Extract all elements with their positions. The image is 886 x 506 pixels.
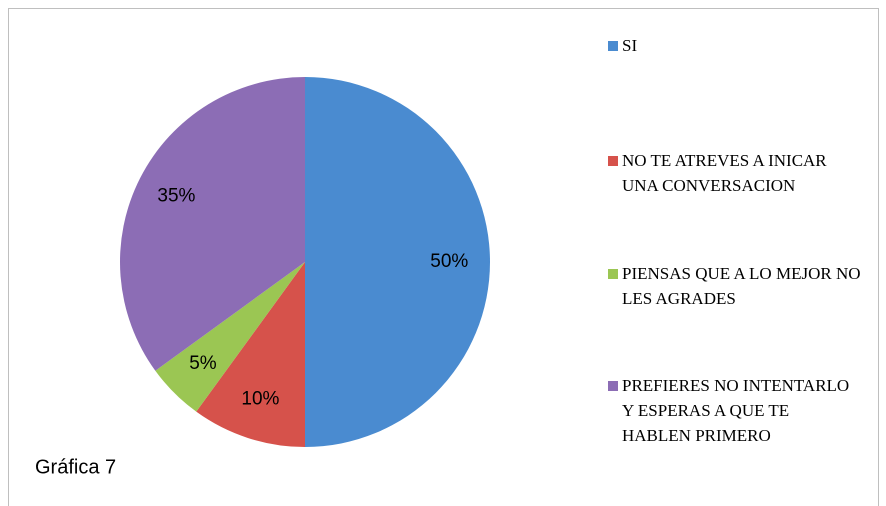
- chart-frame: [8, 8, 879, 506]
- legend-label: NO TE ATREVES A INICAR UNA CONVERSACION: [622, 151, 827, 195]
- legend-swatch: [608, 41, 618, 51]
- pie: 50% 10% 5% 35%: [120, 77, 490, 447]
- legend-swatch: [608, 269, 618, 279]
- data-label: 35%: [157, 186, 195, 207]
- pie-slice: [120, 77, 305, 371]
- legend-label: PREFIERES NO INTENTARLO Y ESPERAS A QUE …: [622, 376, 850, 445]
- pie-slice: [155, 262, 305, 412]
- legend-label: SI: [622, 36, 638, 55]
- data-label: 10%: [241, 388, 279, 409]
- pie-slice: [305, 77, 490, 447]
- pie-slice: [196, 262, 305, 447]
- annotation: Gráfica 7: [35, 456, 116, 478]
- data-label: 50%: [430, 251, 468, 272]
- data-label: 5%: [189, 353, 217, 374]
- legend-swatch: [608, 381, 618, 391]
- legend-label: PIENSAS QUE A LO MEJOR NO LES AGRADES: [622, 264, 861, 308]
- legend-swatch: [608, 156, 618, 166]
